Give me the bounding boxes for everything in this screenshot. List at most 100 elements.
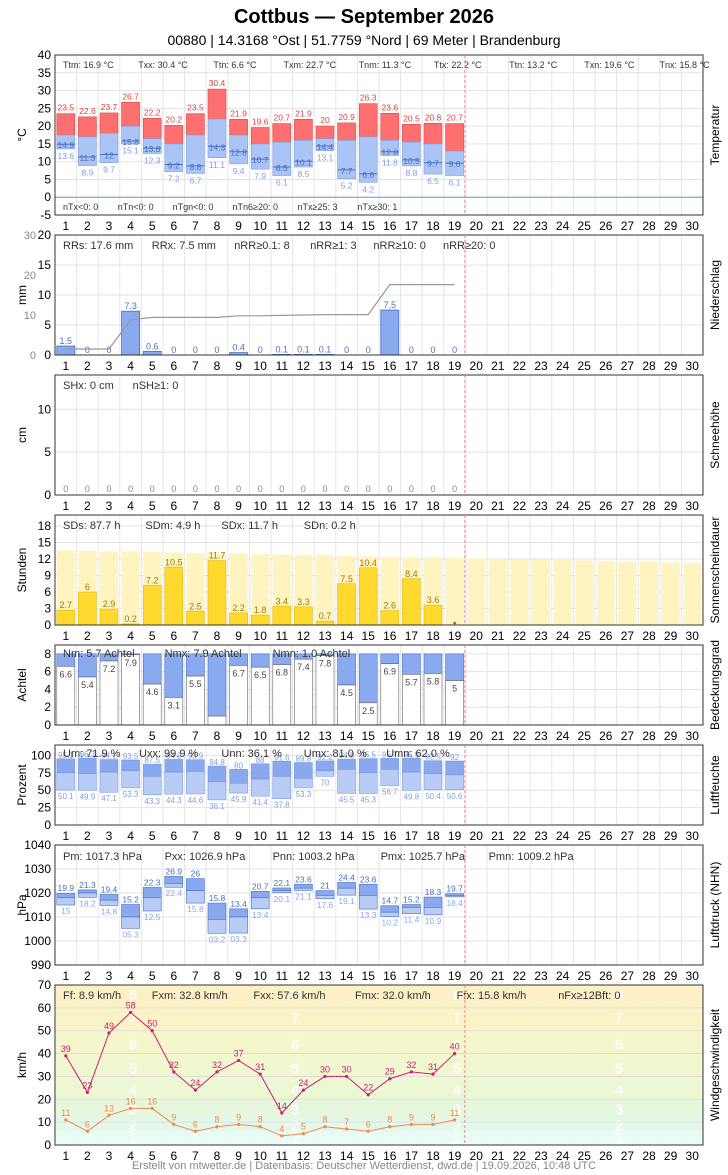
- sun-label: 2.9: [103, 599, 116, 609]
- panel-title: Windgeschwindigkeit: [708, 1008, 722, 1121]
- x-tick-label: 10: [254, 829, 268, 843]
- sun-label: 2.6: [384, 601, 397, 611]
- humid-max-label: 95.7: [382, 750, 398, 759]
- humid-upper-bar: [78, 757, 97, 774]
- tmin-top-label: 12: [104, 151, 114, 161]
- beaufort-label: 2: [453, 1117, 461, 1134]
- x-tick-label: 23: [534, 1149, 548, 1163]
- rain-label: 0: [366, 345, 371, 355]
- snow-label: 0: [236, 484, 241, 494]
- x-tick-label: 24: [556, 1149, 570, 1163]
- tmin-bar: [250, 143, 270, 170]
- rain-label: 0.1: [276, 344, 289, 354]
- cloud-label: 4.5: [340, 688, 353, 698]
- y-tick-label: 30: [38, 1069, 52, 1083]
- x-tick-label: 27: [621, 1149, 635, 1163]
- wind-point: [172, 1070, 176, 1074]
- snow-label: 0: [85, 484, 90, 494]
- x-tick-label: 8: [214, 969, 221, 983]
- press-upper-bar: [229, 908, 248, 918]
- humid-lower-bar: [78, 773, 97, 791]
- x-tick-label: 9: [235, 359, 242, 373]
- x-tick-label: 27: [621, 499, 635, 513]
- x-tick-label: 23: [534, 729, 548, 743]
- x-tick-label: 22: [513, 829, 527, 843]
- x-tick-label: 17: [405, 359, 419, 373]
- y-tick-label: 1000: [24, 934, 51, 948]
- press-lower-bar: [229, 916, 248, 934]
- tmax-label: 22.2: [144, 107, 161, 117]
- x-tick-label: 5: [149, 499, 156, 513]
- cloud-label: 6.5: [254, 670, 267, 680]
- tmin-bottom-label: 9.7: [103, 165, 115, 175]
- x-tick-label: 6: [170, 219, 177, 233]
- x-tick-label: 18: [426, 829, 440, 843]
- x-tick-label: 8: [214, 219, 221, 233]
- stat-label: Umx: 81.0 %: [304, 748, 367, 760]
- stat-label: Pm: 1017.3 hPa: [63, 851, 143, 863]
- humid-min-label: 50.1: [58, 792, 74, 801]
- press-max-label: 18.3: [425, 887, 442, 897]
- daylength-bar: [618, 561, 637, 625]
- humid-upper-bar: [121, 759, 140, 771]
- press-lower-bar: [272, 890, 292, 894]
- humid-min-label: 44.6: [188, 796, 204, 805]
- tmin-bottom-label: 11.1: [209, 160, 225, 170]
- humid-upper-bar: [142, 763, 162, 777]
- x-tick-label: 9: [235, 829, 242, 843]
- press-upper-bar: [272, 887, 292, 891]
- humid-lower-bar: [380, 769, 400, 786]
- stat-label: Fxx: 57.6 km/h: [253, 990, 325, 1002]
- rain-bar: [142, 350, 162, 356]
- sun-label: 3.3: [297, 597, 310, 607]
- press-max-label: 15.2: [122, 895, 139, 905]
- cloud-bar: [445, 653, 464, 681]
- wind-label: 8: [258, 1115, 263, 1125]
- x-tick-label: 23: [534, 359, 548, 373]
- wind-point: [85, 1129, 89, 1133]
- humid-max-label: 94.2: [166, 751, 182, 760]
- stat-label: Ttx: 22.2 °C: [434, 60, 482, 70]
- beaufort-label: 8: [615, 987, 623, 1004]
- tmax-bar: [186, 113, 205, 136]
- x-tick-label: 24: [556, 629, 570, 643]
- tmax-bar: [423, 122, 443, 145]
- y-tick-label: 40: [38, 48, 52, 62]
- panel-title: Luftdruck (NHN): [708, 862, 722, 949]
- y-tick-label: 10: [38, 402, 52, 416]
- x-tick-label: 18: [426, 729, 440, 743]
- wind-point: [345, 1074, 349, 1079]
- rain-label: 7.5: [384, 300, 397, 310]
- tmax-bar: [445, 123, 464, 152]
- y-tick-label: 100: [31, 748, 51, 762]
- humid-lower-bar: [423, 773, 443, 791]
- wind-point: [388, 1077, 392, 1081]
- x-tick-label: 1: [62, 829, 69, 843]
- x-tick-label: 30: [686, 359, 700, 373]
- x-tick-label: 29: [664, 629, 678, 643]
- cloud-label: 7.9: [124, 658, 137, 668]
- sun-label: 6: [85, 582, 90, 592]
- wind-point: [258, 1072, 262, 1076]
- beaufort-label: 4: [615, 1082, 624, 1099]
- x-tick-label: 9: [235, 969, 242, 983]
- daylength-bar: [121, 551, 140, 625]
- cloud-label: 5: [452, 684, 457, 694]
- tmin-top-label: 9.7: [427, 159, 439, 169]
- x-tick-label: 29: [664, 359, 678, 373]
- tmax-bar: [164, 125, 184, 145]
- x-tick-label: 16: [383, 359, 397, 373]
- humid-upper-bar: [380, 758, 400, 770]
- tmax-label: 30.4: [209, 78, 226, 88]
- wind-point: [409, 1070, 413, 1074]
- rain-cumulative-line: [65, 284, 455, 350]
- wind-label: 8: [387, 1115, 392, 1125]
- snow-label: 0: [344, 484, 349, 494]
- press-lower-bar: [56, 897, 76, 906]
- humid-upper-bar: [186, 759, 205, 772]
- y-tick-label: 9: [44, 569, 51, 583]
- y-tick-label: 1030: [24, 862, 51, 876]
- humid-min-label: 50.6: [447, 792, 463, 801]
- plot-border: [54, 644, 704, 726]
